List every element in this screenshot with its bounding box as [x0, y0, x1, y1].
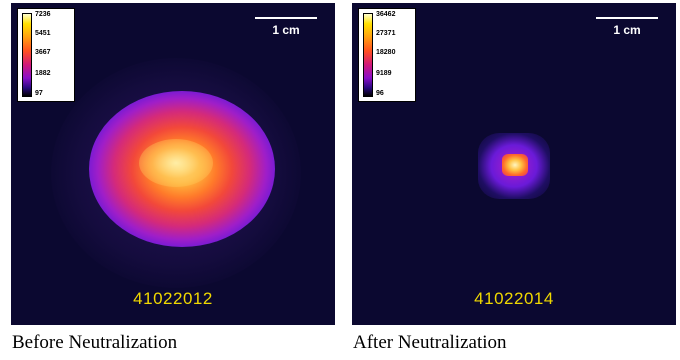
colorbar-gradient	[22, 13, 32, 97]
colorbar-tick: 5451	[35, 30, 51, 37]
colorbar: 7236 5451 3667 1882 97	[17, 8, 75, 102]
colorbar-tick: 97	[35, 90, 43, 97]
scale-bar	[255, 17, 317, 19]
colorbar-tick: 3667	[35, 49, 51, 56]
colorbar-tick: 96	[376, 90, 384, 97]
scale-bar-label: 1 cm	[272, 23, 300, 37]
beam-image-before: 7236 5451 3667 1882 97 1 cm 41022012	[11, 3, 335, 325]
colorbar: 36462 27371 18280 9189 96	[358, 8, 416, 102]
colorbar-gradient	[363, 13, 373, 97]
scale-bar	[596, 17, 658, 19]
colorbar-tick: 7236	[35, 11, 51, 18]
colorbar-tick: 36462	[376, 11, 396, 18]
colorbar-tick: 9189	[376, 70, 392, 77]
shot-id: 41022014	[474, 289, 554, 308]
colorbar-tick: 27371	[376, 30, 396, 37]
beam-core	[139, 139, 213, 187]
colorbar-tick: 18280	[376, 49, 396, 56]
caption-after: After Neutralization	[353, 332, 507, 353]
beam-core	[502, 154, 528, 176]
caption-before: Before Neutralization	[12, 332, 178, 353]
beam-image-after: 36462 27371 18280 9189 96 1 cm 41022014	[352, 3, 676, 325]
scale-bar-label: 1 cm	[613, 23, 641, 37]
colorbar-tick: 1882	[35, 70, 51, 77]
shot-id: 41022012	[133, 289, 213, 308]
